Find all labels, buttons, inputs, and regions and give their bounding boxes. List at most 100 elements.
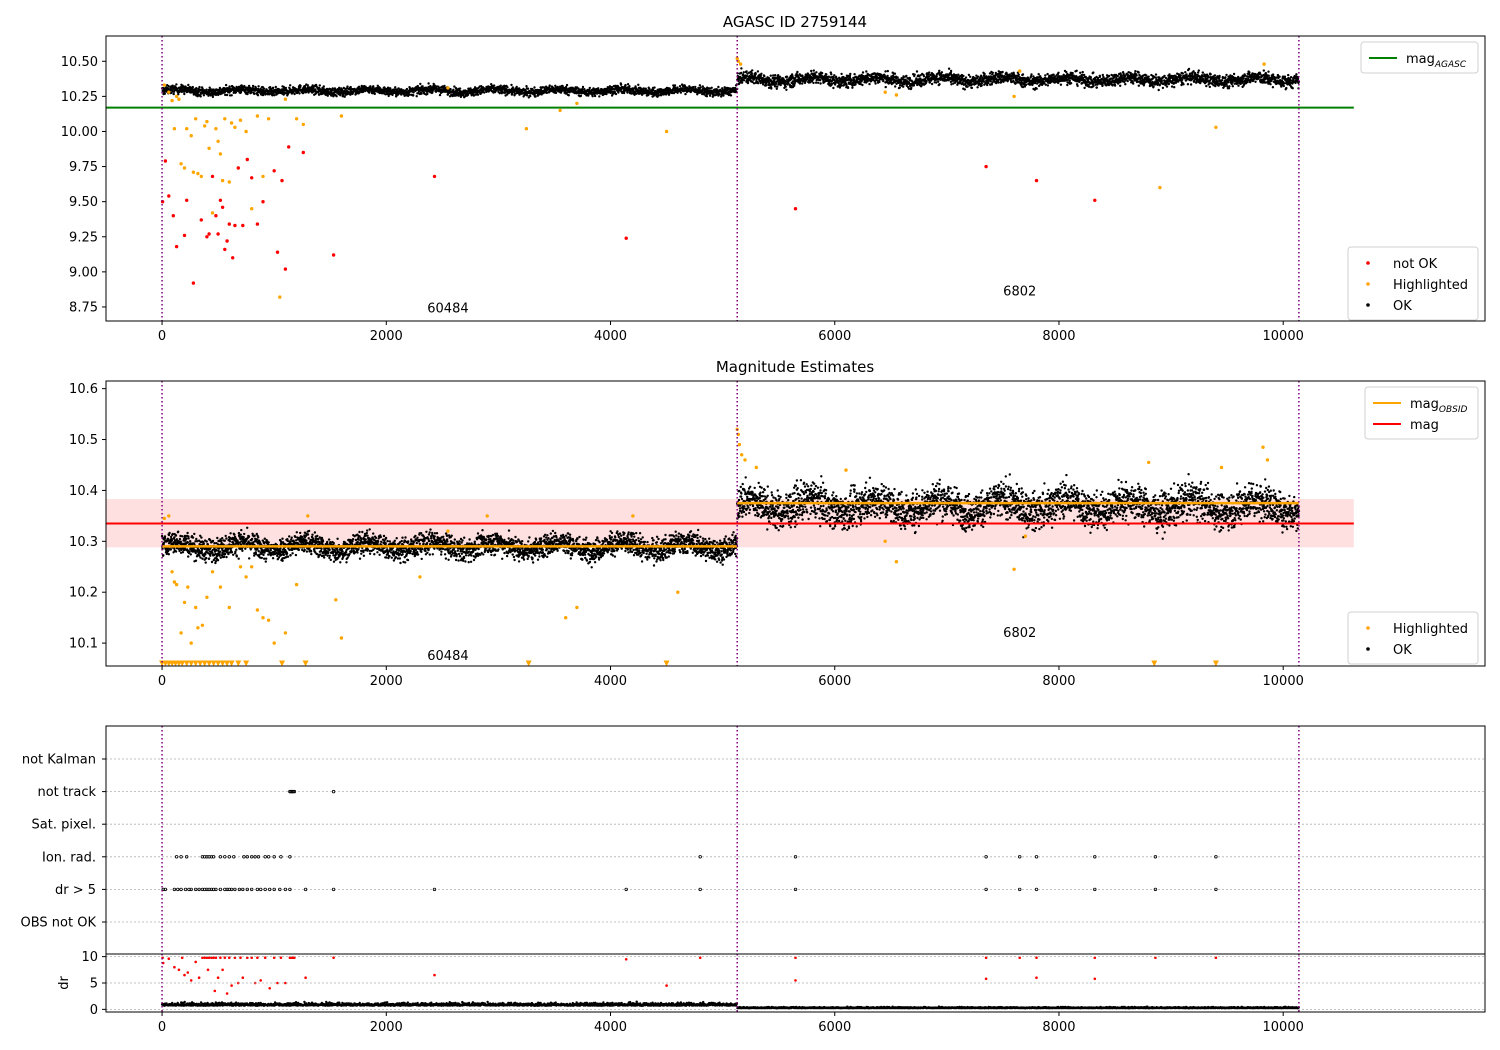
ok-point <box>1158 84 1162 87</box>
ok-point <box>710 86 713 90</box>
ok-point <box>1173 86 1176 89</box>
ok-point <box>845 83 848 87</box>
ok-point <box>322 85 325 88</box>
ok-point <box>671 91 674 95</box>
ok-point <box>938 83 941 86</box>
ok-point <box>1205 84 1208 88</box>
ok-point <box>289 84 292 87</box>
ok-point <box>211 95 215 99</box>
ok-point <box>820 71 824 75</box>
ok-point <box>224 83 228 87</box>
ok-point <box>692 85 695 89</box>
ok-point <box>874 82 877 85</box>
ok-point <box>1213 74 1217 77</box>
ok-point <box>1249 81 1252 84</box>
ok-point <box>565 83 569 87</box>
ok-point <box>318 84 321 87</box>
ok-point <box>814 81 818 84</box>
ok-point <box>224 93 227 97</box>
ok-point <box>199 95 202 98</box>
ok-point <box>1231 85 1235 88</box>
ok-point <box>1168 73 1171 76</box>
ok-point <box>393 88 397 91</box>
ok-point <box>331 89 334 92</box>
ok-point <box>922 75 926 78</box>
ok-point <box>865 70 868 73</box>
ok-point <box>1170 85 1174 88</box>
ok-point <box>170 91 173 95</box>
ok-point <box>1224 76 1227 79</box>
ok-point <box>466 93 470 96</box>
ok-point <box>785 88 788 92</box>
ok-point <box>878 80 881 84</box>
ok-point <box>1134 70 1137 73</box>
ok-point <box>774 74 777 77</box>
ok-point <box>986 83 989 87</box>
ok-point <box>701 85 704 88</box>
ok-point <box>646 89 650 92</box>
ok-point <box>1181 72 1185 75</box>
ok-point <box>796 70 799 74</box>
ok-point <box>708 87 712 90</box>
ok-point <box>274 85 277 89</box>
ok-point <box>1113 84 1117 87</box>
ok-point <box>349 85 352 89</box>
ok-point <box>642 87 645 90</box>
ok-point <box>1044 74 1047 77</box>
ok-point <box>896 76 899 79</box>
ok-point <box>198 85 201 89</box>
ok-point <box>694 85 697 89</box>
ok-point <box>529 94 532 98</box>
ok-point <box>163 92 166 95</box>
ok-point <box>417 90 421 93</box>
ok-point <box>832 76 835 79</box>
ok-point <box>1081 70 1084 74</box>
ok-point <box>1181 78 1184 82</box>
ok-point <box>1046 84 1050 87</box>
ok-point <box>191 85 194 89</box>
ok-point <box>1221 79 1224 82</box>
ok-point <box>812 81 815 85</box>
ok-point <box>368 91 371 94</box>
ok-point <box>983 72 986 76</box>
ok-point <box>784 85 787 88</box>
ok-point <box>1092 84 1095 88</box>
ok-point <box>1152 85 1155 88</box>
ok-point <box>372 85 375 88</box>
ok-point <box>433 84 436 87</box>
ok-point <box>1001 70 1004 74</box>
ok-point <box>740 81 744 84</box>
ok-point <box>1059 83 1063 86</box>
ok-point <box>431 91 434 94</box>
ok-point <box>183 92 186 96</box>
ok-point <box>1209 73 1212 76</box>
ok-point <box>751 69 754 72</box>
ok-point <box>1035 87 1038 90</box>
ok-point <box>373 92 376 96</box>
ok-point <box>202 94 206 97</box>
ok-point <box>925 80 928 83</box>
ok-point <box>718 93 721 96</box>
ok-point <box>673 84 677 87</box>
ok-point <box>810 69 813 73</box>
ok-point <box>1101 83 1104 87</box>
ok-point <box>902 85 905 88</box>
ok-point <box>459 95 463 99</box>
ok-point <box>997 81 1000 84</box>
ok-point <box>326 94 329 97</box>
ok-point <box>846 86 850 90</box>
ok-point <box>751 80 754 84</box>
ok-point <box>1119 84 1122 88</box>
ok-point <box>581 85 585 89</box>
ok-point <box>832 86 835 90</box>
ok-point <box>1237 84 1240 87</box>
ok-point <box>375 89 378 93</box>
ok-point <box>297 89 300 93</box>
ok-point <box>1182 83 1185 86</box>
ok-point <box>840 72 843 76</box>
ok-point <box>721 87 724 90</box>
ok-point <box>756 70 760 73</box>
ok-point <box>1147 75 1150 78</box>
ok-point <box>1192 80 1196 84</box>
